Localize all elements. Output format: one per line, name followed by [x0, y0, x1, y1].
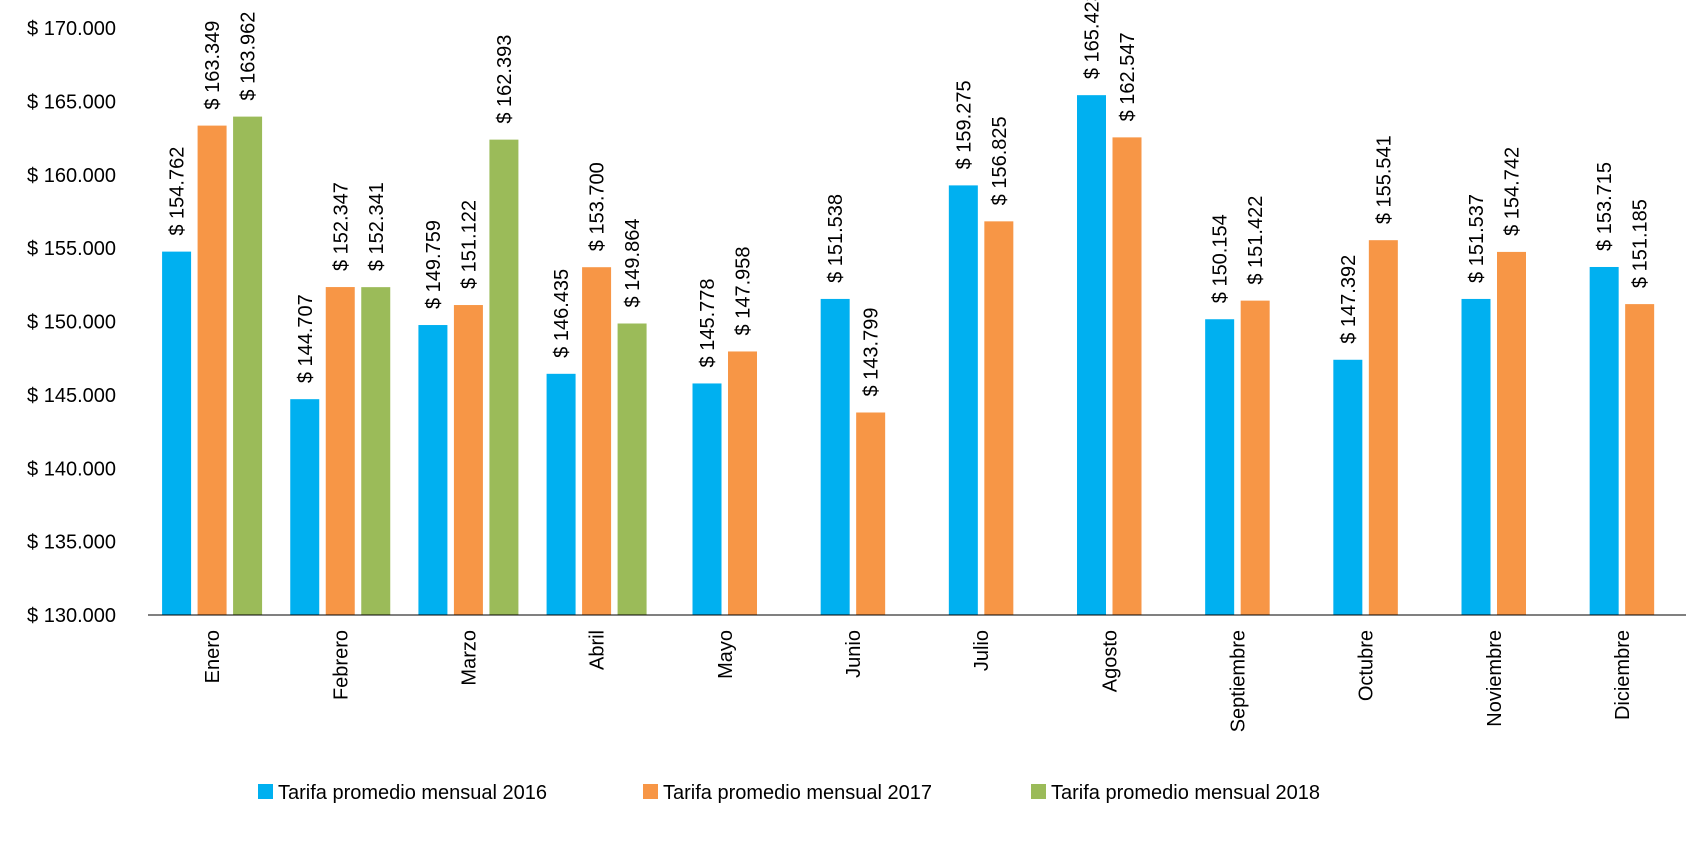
data-label: $ 143.799 [861, 308, 883, 397]
x-tick-label: Febrero [330, 630, 352, 700]
bar [1368, 240, 1398, 615]
x-tick-label: Marzo [458, 630, 480, 686]
data-label: $ 151.422 [1245, 196, 1267, 285]
bar [290, 399, 320, 615]
bar [948, 185, 978, 615]
bar [1077, 95, 1106, 615]
bar [233, 116, 263, 615]
data-label: $ 153.715 [1594, 162, 1616, 251]
legend-label: Tarifa promedio mensual 2016 [278, 782, 547, 804]
y-axis: $ 130.000 $ 135.000 $ 140.000 $ 145.000 $ 15… [27, 18, 116, 627]
data-label: $ 146.435 [551, 269, 573, 358]
data-label: $ 163.962 [238, 12, 260, 101]
bar [984, 221, 1014, 615]
bar [582, 267, 612, 615]
data-labels: $ 154.762 $ 163.349 $ 163.962 $ 144.707 $ 15… [167, 0, 1652, 396]
data-label: $ 163.349 [202, 21, 224, 110]
x-tick-label: Agosto [1099, 630, 1121, 692]
bar [1240, 300, 1270, 615]
data-label: $ 165.423 [1082, 0, 1104, 79]
x-tick-label: Septiembre [1227, 630, 1249, 732]
x-tick-label: Abril [587, 630, 609, 670]
data-label: $ 162.393 [494, 35, 516, 124]
legend-label: Tarifa promedio mensual 2017 [663, 782, 932, 804]
x-tick-label: Noviembre [1484, 630, 1506, 727]
bar [489, 139, 519, 615]
bar [325, 287, 355, 615]
y-tick-label: $ 150.000 [27, 312, 116, 334]
bar [1461, 298, 1491, 615]
legend-swatch [643, 784, 658, 799]
y-tick-label: $ 165.000 [27, 91, 116, 113]
data-label: $ 154.742 [1502, 147, 1524, 236]
bar [1589, 266, 1619, 615]
bar [1625, 304, 1655, 615]
data-label: $ 151.537 [1466, 194, 1488, 283]
data-label: $ 154.762 [167, 147, 189, 236]
x-tick-label: Enero [202, 630, 224, 683]
bar [617, 323, 647, 615]
data-label: $ 147.958 [733, 246, 755, 335]
data-label: $ 147.392 [1338, 255, 1360, 344]
data-label: $ 145.778 [697, 278, 719, 367]
bar [162, 251, 192, 615]
bar [546, 373, 576, 615]
bar [820, 298, 850, 615]
data-label: $ 149.759 [423, 220, 445, 309]
bar [1333, 359, 1363, 615]
bar [728, 351, 757, 615]
y-tick-label: $ 135.000 [27, 532, 116, 554]
bar [856, 412, 886, 615]
x-tick-label: Diciembre [1612, 630, 1634, 720]
x-tick-label: Julio [971, 630, 993, 671]
legend-swatch [1031, 784, 1046, 799]
y-tick-label: $ 155.000 [27, 238, 116, 260]
data-label: $ 150.154 [1210, 214, 1232, 303]
legend-swatch [258, 784, 273, 799]
x-axis: Enero Febrero Marzo Abril Mayo Junio Julio Agos… [202, 630, 1634, 732]
legend-label: Tarifa promedio mensual 2018 [1051, 782, 1320, 804]
data-label: $ 162.547 [1117, 32, 1139, 121]
bar [1497, 251, 1526, 616]
y-tick-label: $ 170.000 [27, 18, 116, 40]
bars [162, 95, 1655, 616]
data-label: $ 155.541 [1373, 135, 1395, 224]
data-label: $ 151.122 [458, 200, 480, 289]
bar [1112, 137, 1142, 615]
x-tick-label: Mayo [715, 630, 737, 679]
data-label: $ 144.707 [295, 294, 317, 383]
y-tick-label: $ 160.000 [27, 165, 116, 187]
y-tick-label: $ 145.000 [27, 385, 116, 407]
data-label: $ 159.275 [953, 80, 975, 169]
data-label: $ 152.341 [366, 182, 388, 271]
data-label: $ 149.864 [622, 219, 644, 308]
bar [197, 125, 227, 615]
data-label: $ 153.700 [587, 162, 609, 251]
data-label: $ 151.538 [825, 194, 847, 283]
y-tick-label: $ 140.000 [27, 458, 116, 480]
x-tick-label: Octubre [1356, 630, 1378, 701]
bar [453, 305, 483, 615]
bar [1205, 319, 1235, 615]
y-tick-label: $ 130.000 [27, 605, 116, 627]
data-label: $ 151.185 [1630, 199, 1652, 288]
bar [692, 383, 722, 615]
data-label: $ 156.825 [989, 116, 1011, 205]
bar [418, 325, 448, 615]
x-tick-label: Junio [843, 630, 865, 678]
bar [361, 287, 391, 615]
legend: Tarifa promedio mensual 2016 Tarifa prome… [258, 782, 1320, 804]
data-label: $ 152.347 [330, 182, 352, 271]
